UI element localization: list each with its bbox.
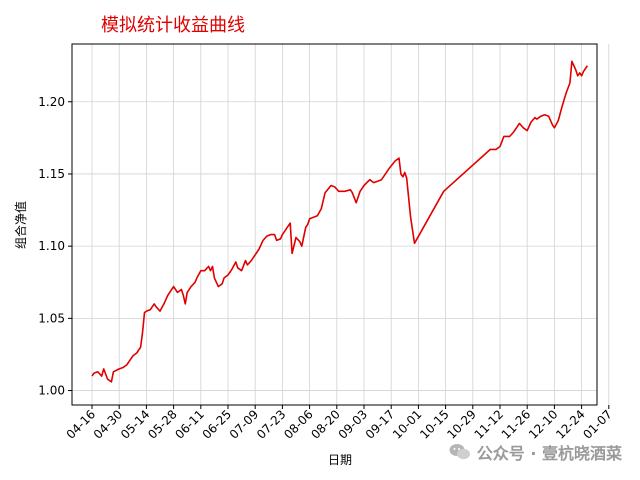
x-tick-label: 12-24 (553, 407, 588, 442)
y-axis-ticks: 1.00 1.05 1.10 1.15 1.20 (38, 95, 72, 398)
x-tick-label: 06-11 (172, 407, 207, 442)
y-tick-label: 1.00 (38, 384, 65, 398)
x-tick-label: 06-25 (200, 407, 235, 442)
chat-bubbles-icon (449, 444, 470, 460)
x-tick-label: 10-15 (417, 407, 452, 442)
x-tick-label: 05-28 (145, 407, 180, 442)
x-tick-label: 10-29 (444, 407, 479, 442)
x-axis-ticks: 04-1604-3005-1405-2806-1106-2507-0907-23… (64, 405, 615, 442)
y-tick-label: 1.10 (38, 239, 65, 253)
x-tick-label: 11-12 (472, 407, 507, 442)
chart-title: 模拟统计收益曲线 (101, 15, 245, 36)
watermark-text: 公众号 · 壹杭晓酒菜 (476, 444, 622, 463)
x-tick-label: 09-17 (363, 407, 398, 442)
y-tick-label: 1.05 (38, 311, 65, 325)
x-tick-label: 07-23 (254, 407, 289, 442)
x-tick-label: 07-09 (227, 407, 262, 442)
plot-area-frame (71, 43, 598, 406)
watermark: 公众号 · 壹杭晓酒菜 (449, 440, 622, 464)
grid (72, 44, 610, 405)
x-tick-label: 11-26 (499, 407, 534, 442)
x-tick-label: 12-10 (526, 407, 561, 442)
x-tick-label: 08-20 (308, 407, 343, 442)
series-layer (91, 60, 589, 383)
y-tick-label: 1.20 (38, 95, 65, 109)
x-tick-label: 04-16 (64, 407, 99, 442)
x-tick-label: 01-07 (580, 407, 615, 442)
x-tick-label: 05-14 (118, 407, 153, 442)
x-tick-label: 10-01 (390, 407, 425, 442)
x-tick-label: 09-03 (336, 407, 371, 442)
x-axis-label: 日期 (328, 453, 352, 467)
y-axis-label: 组合净值 (13, 201, 28, 249)
y-tick-label: 1.15 (38, 167, 65, 181)
x-tick-label: 04-30 (91, 407, 126, 442)
series-line (91, 60, 589, 383)
x-tick-label: 08-06 (281, 407, 316, 442)
